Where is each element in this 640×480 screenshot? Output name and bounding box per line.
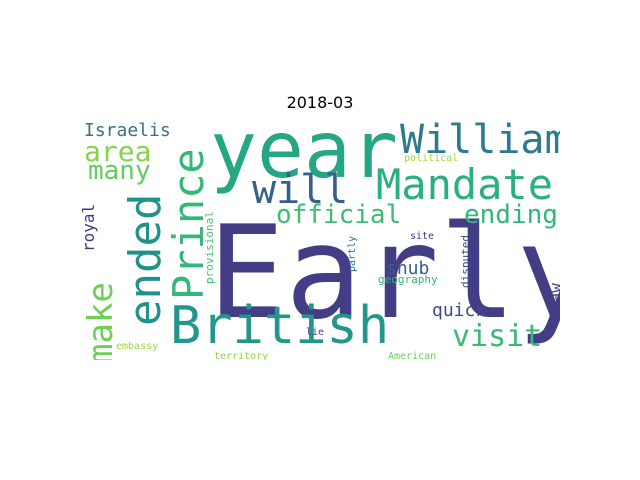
cloud-word-official: official xyxy=(276,200,402,230)
page-title: 2018-03 xyxy=(286,93,354,112)
cloud-word-british: British xyxy=(170,296,390,356)
cloud-word-partly: partly xyxy=(347,235,358,272)
cloud-word-provisional: provisional xyxy=(203,211,216,284)
cloud-word-many: many xyxy=(88,156,151,186)
cloud-word-william: William xyxy=(400,120,560,163)
cloud-word-make: make xyxy=(81,282,121,360)
cloud-word-american: American xyxy=(388,351,437,361)
cloud-word-lie: lie xyxy=(306,327,325,338)
cloud-word-snub: snub xyxy=(386,258,430,279)
cloud-word-ended: ended xyxy=(120,193,171,326)
cloud-word-mandate: Mandate xyxy=(376,160,554,209)
cloud-word-israelis: Israelis xyxy=(84,120,171,141)
cloud-word-royal: royal xyxy=(80,203,98,252)
word-cloud: Early year British William Mandate Prince ende… xyxy=(80,120,560,360)
cloud-word-area: area xyxy=(84,135,152,168)
cloud-word-saw: saw xyxy=(546,283,560,312)
cloud-word-ending: ending xyxy=(464,200,558,230)
cloud-word-visit: visit xyxy=(452,319,543,354)
cloud-word-territory: territory xyxy=(214,351,269,361)
cloud-word-geography: geography xyxy=(378,273,438,286)
cloud-word-embassy: embassy xyxy=(116,341,159,352)
cloud-word-political: political xyxy=(404,153,459,164)
cloud-word-site: site xyxy=(410,231,435,242)
cloud-word-quick: quick xyxy=(432,300,487,321)
cloud-word-disputed: disputed xyxy=(459,235,472,288)
cloud-word-will: will xyxy=(252,167,349,213)
cloud-word-early: Early xyxy=(208,199,560,348)
cloud-word-year: year xyxy=(210,120,398,196)
